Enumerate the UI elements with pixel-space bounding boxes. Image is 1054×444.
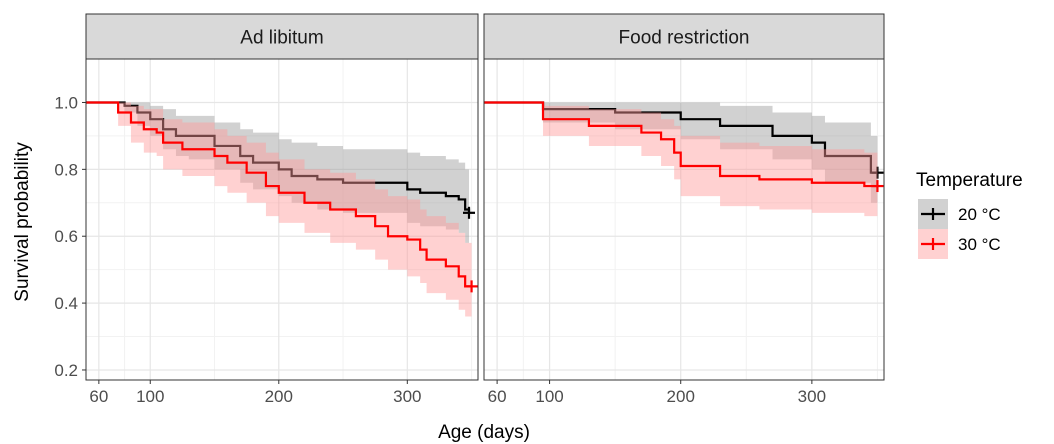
x-tick-label: 200 [667,387,695,406]
x-tick-label: 60 [488,387,507,406]
y-tick-label: 0.6 [54,227,78,246]
confidence-band [86,102,470,247]
panel-strip-title: Food restriction [619,28,750,49]
confidence-band [86,102,472,317]
legend-title: Temperature [916,170,1023,191]
panel-strip [85,13,479,60]
panel-ad-libitum: Ad libitum 60 100 200 300 [85,13,479,406]
panel-strip-title: Ad libitum [240,28,323,49]
panel-food-restriction: Food restriction 60 100 200 300 [483,13,885,406]
x-tick-label: 60 [89,387,108,406]
x-tick-label: 300 [393,387,421,406]
legend-key-30c [918,229,948,259]
survival-curve [86,101,472,288]
panel-strip [483,13,885,60]
x-tick-label: 300 [798,387,826,406]
survival-curve [484,101,878,188]
panel-border [85,58,479,381]
series-20c [86,101,476,247]
censor-mark [871,180,884,193]
survival-curve [86,101,471,213]
confidence-band [484,102,878,203]
x-axis-title: Age (days) [438,422,530,443]
y-tick-label: 0.2 [54,361,78,380]
y-axis-title: Survival probability [12,142,33,302]
panel-border [483,58,885,381]
censor-mark [871,166,884,179]
series-30c [484,101,884,217]
legend: Temperature 20 °C 30 °C [916,170,1023,259]
series-30c [86,101,478,317]
legend-label: 20 °C [958,205,1001,224]
censor-mark [465,280,478,293]
y-tick-label: 0.8 [54,160,78,179]
y-tick-label: 1.0 [54,93,78,112]
legend-label: 30 °C [958,235,1001,254]
censor-mark [463,206,476,219]
legend-key-20c [918,199,948,229]
x-tick-label: 200 [265,387,293,406]
y-tick-label: 0.4 [54,294,78,313]
x-tick-label: 100 [535,387,563,406]
plot-background [484,59,884,380]
x-tick-label: 100 [136,387,164,406]
